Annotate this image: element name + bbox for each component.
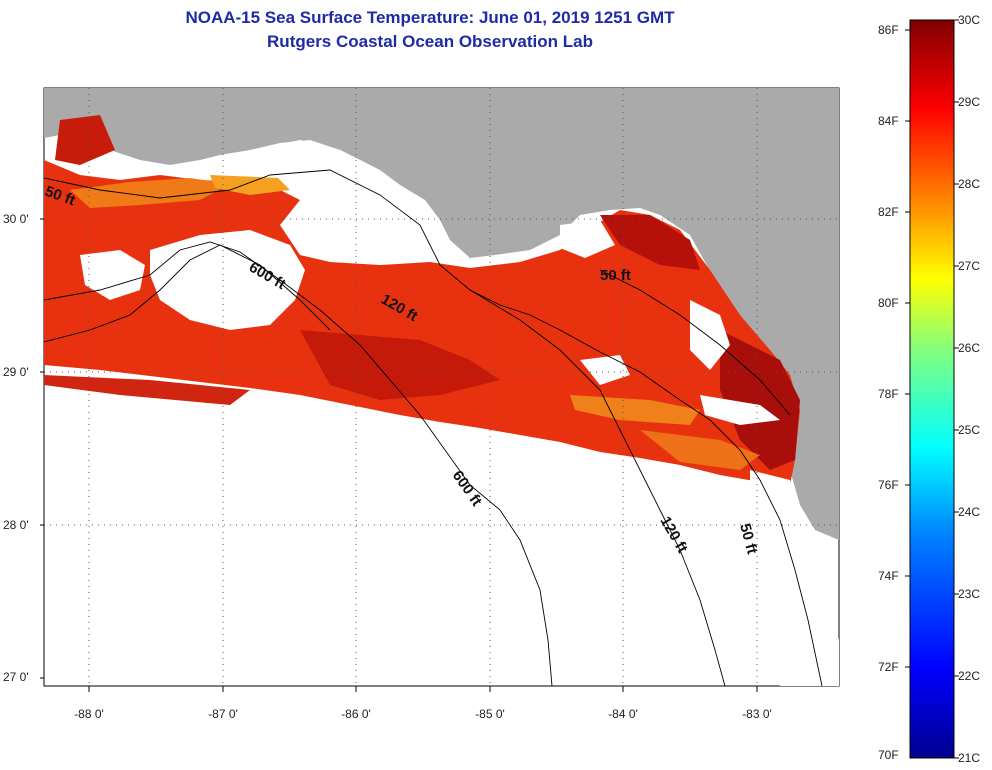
lon-label-88: -88 0' [74,707,104,721]
colorbar-label-c: 27C [958,259,981,273]
bathymetry-contours [44,169,823,686]
colorbar-label-c: 23C [958,587,981,601]
land-mass [44,88,839,540]
colorbar-label-c: 25C [958,423,981,437]
lon-label-86: -86 0' [341,707,371,721]
colorbar-label-f: 72F [878,660,899,674]
colorbar-label-c: 21C [958,751,981,765]
graticule [44,88,839,686]
colorbar-label-f: 80F [878,296,899,310]
colorbar-label-f: 84F [878,114,899,128]
colorbar-label-c: 24C [958,505,981,519]
lon-label-83: -83 0' [742,707,772,721]
lat-label-30: 30 0' [3,212,29,226]
lon-label-87: -87 0' [208,707,238,721]
colorbar-label-c: 30C [958,13,981,27]
colorbar-ticks [905,19,959,759]
colorbar [909,19,955,759]
colorbar-label-c: 29C [958,95,981,109]
map-title: NOAA-15 Sea Surface Temperature: June 01… [185,8,675,27]
lat-label-27: 27 0' [3,670,29,684]
colorbar-label-f: 78F [878,387,899,401]
colorbar-label-f: 74F [878,569,899,583]
lat-label-28: 28 0' [3,518,29,532]
colorbar-label-f: 86F [878,23,899,37]
colorbar-label-f: 82F [878,205,899,219]
lon-label-84: -84 0' [608,707,638,721]
axis-ticks [40,218,758,692]
lon-label-85: -85 0' [475,707,505,721]
colorbar-label-c: 26C [958,341,981,355]
lat-label-29: 29 0' [3,365,29,379]
contour-label-50ft-mid: 50 ft [600,267,631,284]
colorbar-label-f: 70F [878,748,899,762]
map-subtitle: Rutgers Coastal Ocean Observation Lab [267,32,593,51]
colorbar-label-c: 22C [958,669,981,683]
cloud-gap [150,230,305,330]
colorbar-label-f: 76F [878,478,899,492]
colorbar-label-c: 28C [958,177,981,191]
